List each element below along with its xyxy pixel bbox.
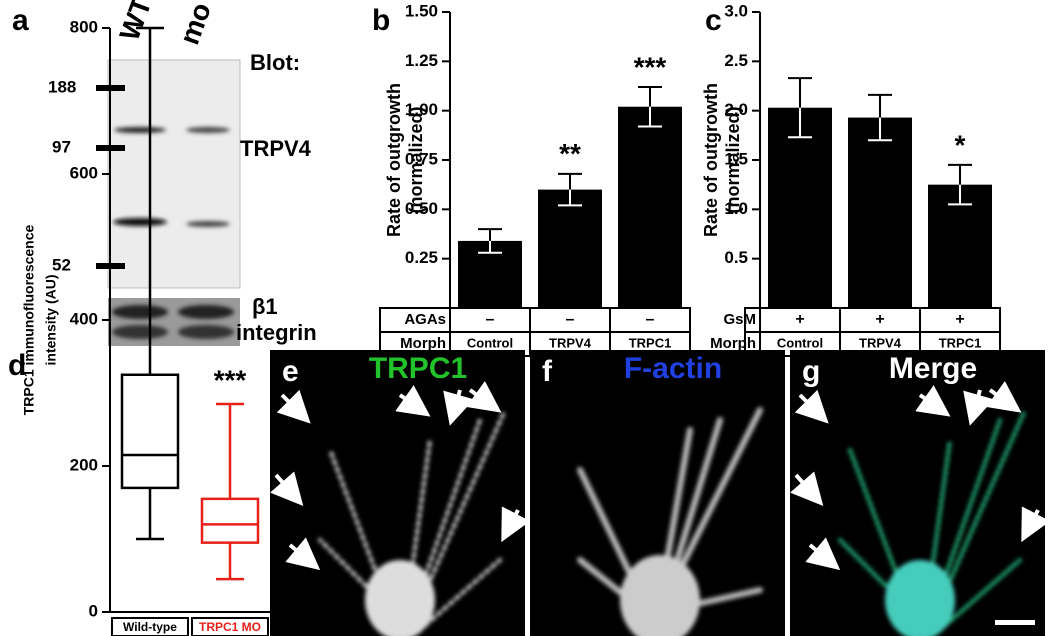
bar xyxy=(848,117,912,308)
marker-label: 52 xyxy=(52,255,71,274)
y-tick-label: 800 xyxy=(70,17,98,36)
y-tick-label: 3.0 xyxy=(724,1,748,20)
significance: *** xyxy=(634,51,667,82)
table-text: TRPC1 xyxy=(939,335,982,350)
bar xyxy=(618,106,682,308)
y-tick-label: 2.0 xyxy=(724,100,748,119)
table-text: TRPC1 xyxy=(629,335,672,350)
bar xyxy=(538,189,602,308)
table-cell xyxy=(379,331,451,357)
image-label: Merge xyxy=(889,352,977,385)
table-text: TRPV4 xyxy=(859,335,902,350)
panel-label: f xyxy=(542,355,553,388)
panel-label: g xyxy=(802,355,820,388)
table-text: Control xyxy=(467,335,513,350)
category-box xyxy=(111,617,189,636)
y-tick-label: 0.5 xyxy=(724,248,748,267)
significance: *** xyxy=(214,364,247,395)
y-tick-label: 1.00 xyxy=(405,100,438,119)
table-row-label: Morph xyxy=(400,335,446,352)
blot-bands xyxy=(113,127,230,227)
marker-label: 97 xyxy=(52,137,71,156)
table-text: + xyxy=(875,311,884,328)
table-text: – xyxy=(566,311,575,328)
loading-label: β1 xyxy=(252,294,278,319)
y-tick-label: 1.0 xyxy=(724,199,748,218)
table-text: – xyxy=(646,311,655,328)
micrographs xyxy=(270,350,1050,636)
y-tick-label: 0.25 xyxy=(405,248,438,267)
panel-label: c xyxy=(705,4,722,37)
box xyxy=(120,373,180,490)
category-box xyxy=(191,617,269,636)
y-tick-label: 1.25 xyxy=(405,51,438,70)
table-cell xyxy=(609,331,691,357)
category-label: TRPC1 MO xyxy=(199,620,261,634)
table-row-label: Morph xyxy=(710,335,756,352)
y-tick-label: 200 xyxy=(70,455,98,474)
y-axis-label: Rate of outgrowth xyxy=(701,83,721,237)
panel-label: b xyxy=(372,4,390,37)
image-label: TRPC1 xyxy=(369,352,467,385)
y-tick-label: 2.5 xyxy=(724,51,748,70)
table-cell xyxy=(919,331,1001,357)
box xyxy=(200,497,260,544)
lane-label: mo xyxy=(173,0,216,49)
y-axis-label: intensity (AU) xyxy=(43,275,59,366)
marker-label: 188 xyxy=(48,77,76,96)
loading-blot xyxy=(108,298,240,346)
table-row-label: AGAs xyxy=(404,311,446,328)
table-text: + xyxy=(955,311,964,328)
y-tick-label: 600 xyxy=(70,163,98,182)
image-label: F-actin xyxy=(624,352,722,385)
significance: ** xyxy=(559,138,581,169)
bar xyxy=(768,107,832,308)
table-text: + xyxy=(795,311,804,328)
y-tick-label: 400 xyxy=(70,309,98,328)
scale-bar xyxy=(995,620,1035,625)
table-text: – xyxy=(486,311,495,328)
y-tick-label: 0.75 xyxy=(405,149,438,168)
y-axis-label: TRPC1 immunofluorescence xyxy=(21,224,37,415)
blot-image xyxy=(107,59,241,289)
loading-label: integrin xyxy=(236,320,317,345)
table-row-label: GsM xyxy=(723,311,756,328)
y-tick-label: 1.5 xyxy=(724,149,748,168)
band-label: TRPV4 xyxy=(240,136,312,161)
table-text: TRPV4 xyxy=(549,335,592,350)
table-cell xyxy=(744,331,761,357)
y-axis-label: Rate of outgrowth xyxy=(384,83,404,237)
panel-label: a xyxy=(12,4,29,37)
table-text: Control xyxy=(777,335,823,350)
panel-label: e xyxy=(282,355,299,388)
blot-heading: Blot: xyxy=(250,50,300,75)
panel-label: d xyxy=(8,349,26,382)
significance: * xyxy=(955,129,966,160)
y-tick-label: 0 xyxy=(89,601,98,620)
y-axis-label: (normalized) xyxy=(723,106,743,213)
category-label: Wild-type xyxy=(123,620,177,634)
y-axis-label: (normalized) xyxy=(406,106,426,213)
loading-bands xyxy=(112,305,234,339)
y-tick-label: 1.50 xyxy=(405,1,438,20)
y-tick-label: 0.50 xyxy=(405,199,438,218)
